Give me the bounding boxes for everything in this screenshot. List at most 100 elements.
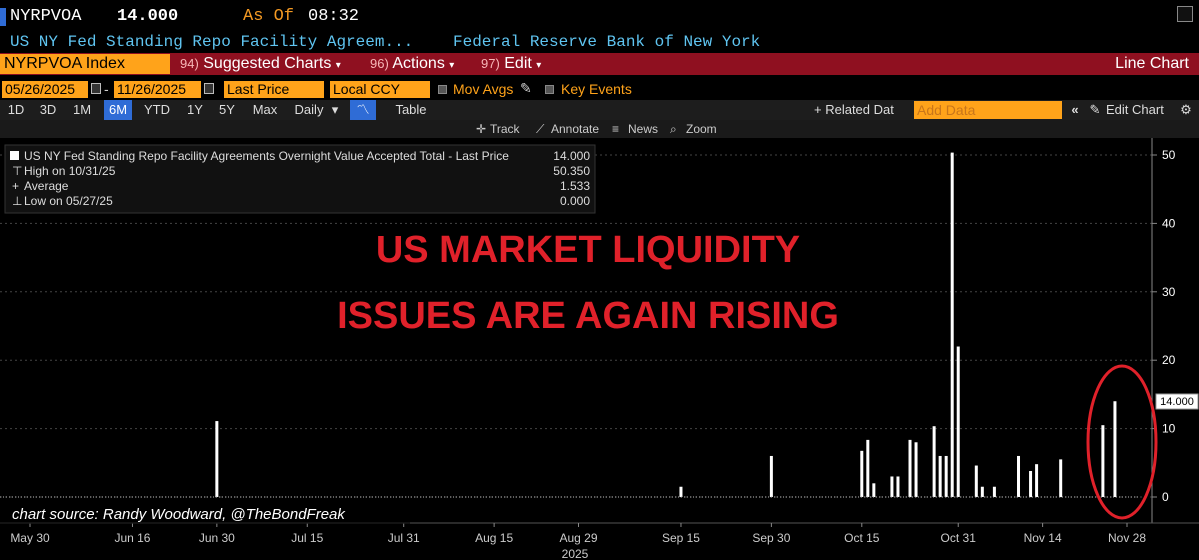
x-tick-label: Sep 15: [662, 531, 700, 545]
mov-avgs-checkbox[interactable]: [438, 85, 447, 94]
menu-label: Edit: [504, 55, 532, 72]
legend-average-label: Average: [24, 179, 69, 193]
range-dash: -: [104, 81, 109, 97]
as-of-time: 08:32: [308, 7, 360, 26]
bar: [950, 152, 954, 497]
period-1y[interactable]: 1Y: [187, 102, 203, 117]
pencil-icon[interactable]: ✎: [520, 80, 532, 96]
period-3d[interactable]: 3D: [39, 102, 57, 117]
repo-facility-chart[interactable]: 0 10 20 30 40 50 May 30 Jun 16 Jun 30 Jul 15 Jul …: [0, 138, 1199, 560]
bar: [908, 439, 912, 497]
news-tool[interactable]: News: [628, 122, 659, 136]
period-1m[interactable]: 1M: [72, 102, 92, 117]
calendar-icon[interactable]: [204, 83, 214, 94]
bar: [1113, 401, 1117, 497]
y-tick-label: 30: [1162, 285, 1176, 299]
bar: [980, 486, 984, 497]
bar: [679, 486, 683, 497]
legend-high-value: 50.350: [553, 164, 590, 178]
chart-type-label: Line Chart: [1115, 55, 1189, 72]
bar: [896, 476, 900, 497]
actions-menu[interactable]: 96) Actions ▾: [366, 54, 459, 74]
last-price: 14.000: [117, 7, 179, 26]
legend-series-value: 14.000: [553, 149, 590, 163]
add-data-input[interactable]: Add Data: [914, 101, 1062, 119]
menu-number: 96): [370, 56, 389, 71]
news-icon: ≡: [612, 122, 620, 136]
edit-menu[interactable]: 97) Edit ▾: [477, 54, 546, 74]
x-tick-label: Jun 30: [199, 531, 235, 545]
x-tick-label: Jul 15: [291, 531, 323, 545]
calendar-icon[interactable]: [91, 83, 101, 94]
bar: [914, 442, 918, 497]
annotate-tool[interactable]: Annotate: [551, 122, 600, 136]
suggested-charts-menu[interactable]: 94) Suggested Charts ▾: [176, 54, 345, 74]
frequency-selector[interactable]: Daily: [294, 102, 324, 117]
collapse-icon[interactable]: «: [1071, 102, 1079, 117]
legend-average-icon: +: [12, 179, 19, 193]
line-chart-icon[interactable]: 〽: [350, 100, 376, 120]
crosshair-icon: ✛: [476, 122, 487, 136]
bar: [215, 421, 219, 497]
legend-series-label: US NY Fed Standing Repo Facility Agreeme…: [24, 149, 509, 163]
legend-background: [4, 144, 596, 214]
dropdown-arrow-icon[interactable]: ▾: [331, 102, 339, 117]
index-field[interactable]: NYRPVOA Index: [0, 54, 170, 74]
highlight-circle: [1086, 364, 1158, 520]
bar: [1029, 471, 1033, 497]
x-tick-label: Aug 15: [475, 531, 513, 545]
period-5y[interactable]: 5Y: [219, 102, 235, 117]
ticker-symbol[interactable]: NYRPVOA: [10, 7, 82, 26]
legend-average-value: 1.533: [560, 179, 590, 193]
bar: [769, 455, 773, 497]
y-tick-label: 10: [1162, 422, 1176, 436]
gear-icon[interactable]: ⚙: [1180, 102, 1192, 117]
edit-chart-button[interactable]: Edit Chart: [1106, 102, 1164, 117]
annotate-icon: ⟋: [536, 122, 545, 136]
zoom-icon: ⌕: [670, 122, 677, 136]
legend-high-icon: ⊤: [12, 164, 22, 178]
field-selector[interactable]: Last Price: [224, 81, 324, 98]
bar: [890, 476, 894, 497]
menu-label: Actions: [392, 55, 445, 72]
bar: [944, 455, 948, 497]
data-source: Federal Reserve Bank of New York: [453, 33, 761, 51]
legend-swatch: [10, 151, 19, 160]
bar: [974, 465, 978, 497]
y-axis-ticks: 0 10 20 30 40 50: [1152, 148, 1176, 504]
x-tick-label: Nov 14: [1024, 531, 1062, 545]
table-button[interactable]: Table: [395, 102, 427, 117]
last-price-box: [1155, 393, 1199, 410]
y-tick-label: 0: [1162, 490, 1169, 504]
y-tick-label: 20: [1162, 353, 1176, 367]
security-description: US NY Fed Standing Repo Facility Agreem.…: [10, 33, 414, 51]
period-ytd[interactable]: YTD: [144, 102, 170, 117]
period-1d[interactable]: 1D: [7, 102, 25, 117]
x-axis-ticks: May 30 Jun 16 Jun 30 Jul 15 Jul 31 Aug 15 Aug …: [10, 523, 1146, 545]
legend-low-icon: ⊥: [12, 194, 22, 208]
period-6m[interactable]: 6M: [104, 100, 132, 120]
legend-low-value: 0.000: [560, 194, 590, 208]
mov-avgs-label: Mov Avgs: [453, 81, 514, 97]
x-tick-label: Sep 30: [752, 531, 790, 545]
key-events-checkbox[interactable]: [545, 85, 554, 94]
currency-selector[interactable]: Local CCY: [330, 81, 430, 98]
bar-series: [0, 152, 1140, 498]
period-max[interactable]: Max: [252, 102, 278, 117]
zoom-tool[interactable]: Zoom: [686, 122, 717, 136]
start-date-field[interactable]: 05/26/2025: [2, 81, 88, 98]
track-tool[interactable]: Track: [490, 122, 520, 136]
pencil-icon[interactable]: ✎: [1089, 102, 1101, 117]
bar: [1017, 455, 1021, 497]
window-corner-icon[interactable]: [1177, 6, 1193, 22]
legend-box: US NY Fed Standing Repo Facility Agreeme…: [4, 144, 596, 214]
last-price-marker: 14.000: [1155, 393, 1199, 410]
x-tick-label: Oct 31: [941, 531, 977, 545]
related-data-button[interactable]: + Related Dat: [814, 102, 894, 117]
end-date-field[interactable]: 11/26/2025: [114, 81, 201, 98]
menu-label: Suggested Charts: [203, 55, 332, 72]
dropdown-arrow-icon: ▾: [536, 60, 542, 71]
range-row: 05/26/2025 - 11/26/2025 Last Price Local…: [0, 80, 1199, 100]
x-axis-year-label: 2025: [562, 547, 589, 560]
x-tick-label: Nov 28: [1108, 531, 1146, 545]
